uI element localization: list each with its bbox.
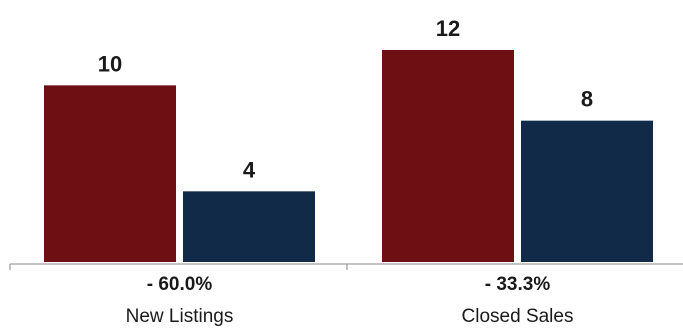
percent-change-label: - 33.3% (485, 274, 551, 295)
category-label: New Listings (126, 306, 234, 327)
bar-2-closed-sales (521, 120, 653, 263)
data-label: 10 (98, 51, 122, 76)
category-label: Closed Sales (462, 306, 574, 327)
data-label: 8 (581, 87, 593, 112)
data-label: 12 (436, 16, 460, 41)
bar-2-new-listings (183, 191, 315, 262)
bar-1-new-listings (44, 85, 176, 262)
bar-1-closed-sales (382, 50, 514, 262)
data-label: 4 (243, 157, 256, 182)
percent-change-label: - 60.0% (147, 274, 213, 295)
